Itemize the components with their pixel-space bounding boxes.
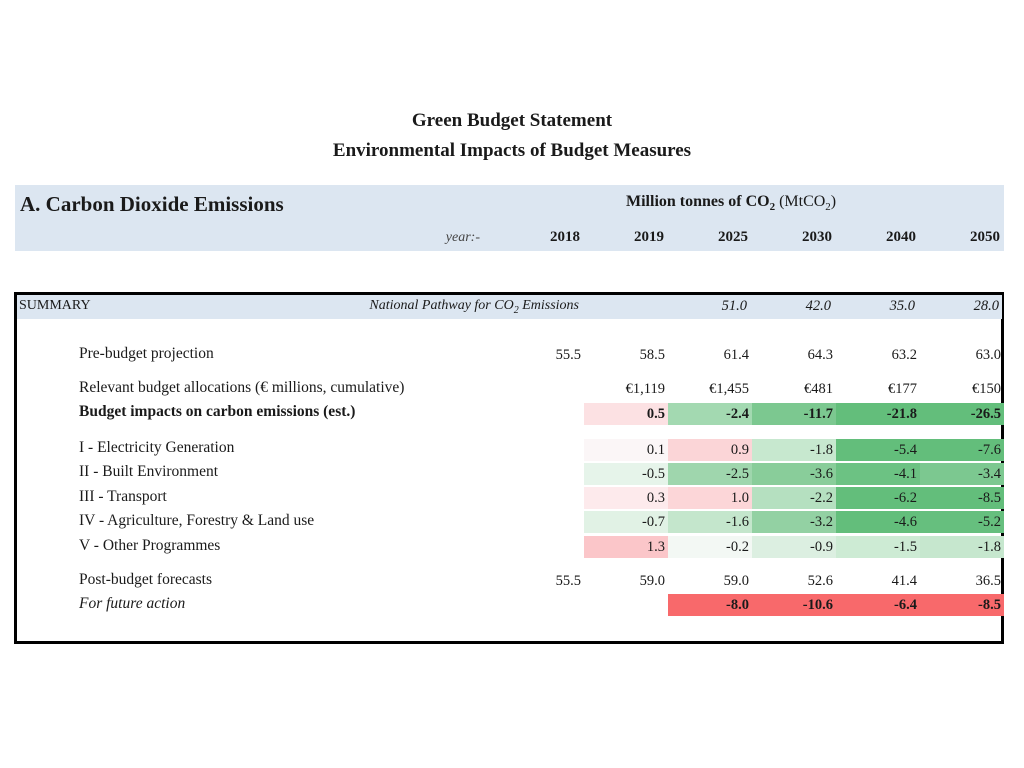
table-cell: 58.5: [639, 347, 665, 363]
table-cell: 52.6: [807, 573, 833, 589]
summary-label: SUMMARY: [19, 298, 91, 313]
table-cell: -0.7: [584, 511, 668, 533]
table-cell: -1.8: [752, 439, 836, 461]
table-cell: -0.2: [668, 536, 752, 558]
row-label-post-budget: Post-budget forecasts: [79, 571, 213, 588]
table-cell: -2.5: [668, 463, 752, 485]
section-title: A. Carbon Dioxide Emissions: [20, 192, 284, 216]
table-cell: -8.0: [668, 594, 752, 616]
row-label-future-action: For future action: [79, 595, 186, 612]
table-cell: 59.0: [639, 573, 665, 589]
table-cell: -8.5: [920, 594, 1004, 616]
table-cell: €177: [888, 381, 917, 397]
summary-header-band: [17, 295, 1002, 319]
table-cell: -5.4: [836, 439, 920, 461]
table-cell: 63.0: [975, 347, 1001, 363]
table-cell: -3.2: [752, 511, 836, 533]
row-label-pre-budget: Pre-budget projection: [79, 345, 214, 362]
table-cell: -3.6: [752, 463, 836, 485]
table-cell: -2.2: [752, 487, 836, 509]
year-header: 2030: [802, 229, 832, 245]
year-header: 2050: [970, 229, 1000, 245]
row-label-agriculture: IV - Agriculture, Forestry & Land use: [79, 512, 315, 529]
pathway-value: 51.0: [721, 298, 747, 314]
title-line-1: Green Budget Statement: [411, 110, 613, 131]
row-label-allocations: Relevant budget allocations (€ millions,…: [79, 379, 405, 396]
table-cell: -26.5: [920, 403, 1004, 425]
table-cell: 0.5: [584, 403, 668, 425]
table-cell: -4.1: [836, 463, 920, 485]
table-cell: €1,455: [709, 381, 749, 397]
table-cell: -1.8: [920, 536, 1004, 558]
table-cell: 61.4: [723, 347, 749, 363]
row-label-transport: III - Transport: [79, 488, 167, 505]
row-label-other: V - Other Programmes: [79, 537, 221, 554]
table-cell: 55.5: [555, 347, 581, 363]
table-cell: -1.6: [668, 511, 752, 533]
row-label-impacts: Budget impacts on carbon emissions (est.…: [79, 403, 356, 420]
table-cell: -3.4: [920, 463, 1004, 485]
row-label-built: II - Built Environment: [79, 463, 219, 480]
table-cell: -1.5: [836, 536, 920, 558]
table-cell: -6.2: [836, 487, 920, 509]
table-cell: -6.4: [836, 594, 920, 616]
table-cell: -10.6: [752, 594, 836, 616]
table-cell: 59.0: [723, 573, 749, 589]
pathway-value: 28.0: [973, 298, 999, 314]
table-cell: -0.9: [752, 536, 836, 558]
table-cell: -7.6: [920, 439, 1004, 461]
table-cell: -21.8: [836, 403, 920, 425]
units-label: Million tonnes of CO2 (MtCO2): [626, 193, 837, 214]
table-cell: -4.6: [836, 511, 920, 533]
table-cell: 64.3: [807, 347, 833, 363]
table-cell: 41.4: [891, 573, 917, 589]
table-cell: €1,119: [625, 381, 665, 397]
table-cell: €150: [972, 381, 1001, 397]
table-cell: 36.5: [975, 573, 1001, 589]
section-header-band: [15, 185, 1004, 251]
table-cell: 1.3: [584, 536, 668, 558]
table-cell: 0.3: [584, 487, 668, 509]
row-label-electricity: I - Electricity Generation: [79, 439, 235, 456]
year-header: 2040: [886, 229, 916, 245]
table-cell: 63.2: [891, 347, 917, 363]
table-cell: 1.0: [668, 487, 752, 509]
year-header: 2025: [718, 229, 748, 245]
table-cell: -5.2: [920, 511, 1004, 533]
table-cell: 55.5: [555, 573, 581, 589]
table-cell: -0.5: [584, 463, 668, 485]
table-cell: 0.1: [584, 439, 668, 461]
pathway-value: 42.0: [805, 298, 831, 314]
year-label: year:-: [445, 230, 480, 245]
table-cell: 0.9: [668, 439, 752, 461]
year-header: 2019: [634, 229, 664, 245]
pathway-value: 35.0: [889, 298, 915, 314]
national-pathway-label: National Pathway for CO2 Emissions: [369, 298, 579, 316]
table-cell: -11.7: [752, 403, 836, 425]
table-cell: -8.5: [920, 487, 1004, 509]
table-cell: -2.4: [668, 403, 752, 425]
title-line-2: Environmental Impacts of Budget Measures: [332, 140, 692, 161]
table-cell: €481: [804, 381, 833, 397]
year-header: 2018: [550, 229, 580, 245]
